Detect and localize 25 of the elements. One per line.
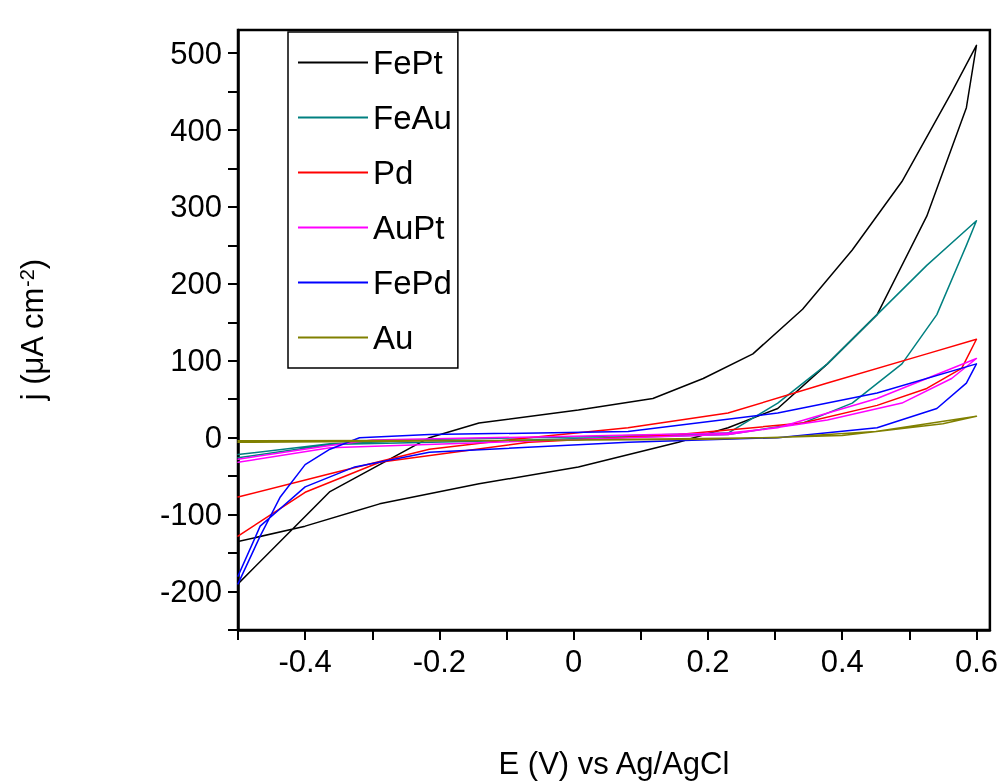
legend-label: Au: [373, 319, 414, 356]
legend-label: FePt: [373, 44, 443, 81]
line-series: [237, 415, 978, 444]
legend-label: FeAu: [373, 99, 452, 136]
y-tick-label: -100: [159, 497, 222, 533]
y-tick-label: 0: [204, 420, 222, 456]
y-axis-title: j (μA cm-2): [15, 258, 50, 402]
y-tick-label: 400: [170, 112, 222, 148]
x-tick-label: 0.4: [820, 644, 864, 679]
x-tick-label: -0.2: [412, 644, 467, 679]
x-axis-title: E (V) vs Ag/AgCl: [498, 746, 730, 781]
x-tick-label: 0.2: [686, 644, 730, 679]
line-series: [237, 363, 978, 585]
x-tick-label: -0.4: [278, 644, 332, 679]
x-tick-label: 0: [565, 644, 583, 679]
line-series: [237, 357, 978, 464]
legend-label: Pd: [373, 154, 414, 191]
y-tick-label: 300: [170, 189, 222, 225]
y-tick-label: 500: [170, 35, 222, 71]
y-tick-label: 200: [170, 266, 222, 302]
y-tick-label: 100: [170, 343, 222, 379]
legend-label: AuPt: [373, 209, 445, 246]
legend-label: FePd: [373, 264, 452, 301]
y-tick-label: -200: [159, 574, 222, 610]
x-tick-label: 0.6: [954, 644, 999, 679]
